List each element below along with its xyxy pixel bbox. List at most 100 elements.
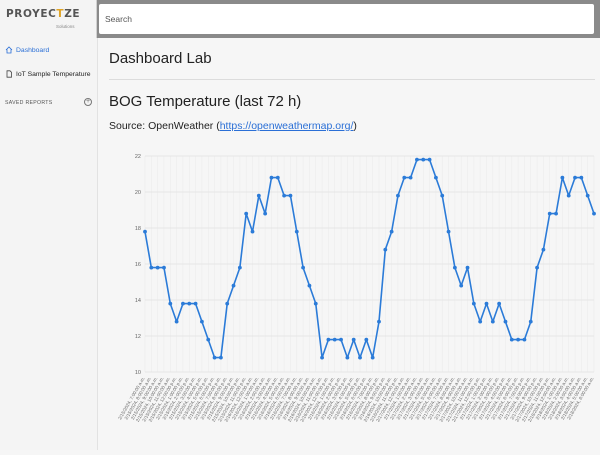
data-point	[288, 193, 293, 198]
plus-circle-icon[interactable]: +	[84, 98, 92, 106]
y-tick-label: 14	[135, 298, 141, 304]
logo-text-c: ZE	[64, 8, 81, 20]
data-point	[244, 211, 249, 216]
data-point	[554, 211, 558, 216]
data-point	[212, 355, 217, 360]
logo[interactable]: PROYECTZE Solutions	[0, 0, 97, 38]
data-point	[573, 175, 577, 180]
data-point	[370, 355, 375, 360]
data-point	[275, 175, 280, 180]
sidebar-item-label: IoT Sample Temperature	[16, 70, 91, 78]
page-title: Dashboard Lab	[109, 50, 212, 67]
y-tick-label: 18	[135, 226, 141, 232]
data-point	[484, 301, 489, 306]
data-point	[579, 175, 584, 180]
data-point	[452, 265, 457, 270]
data-point	[181, 301, 185, 306]
data-point	[225, 301, 230, 306]
data-point	[389, 229, 394, 234]
y-tick-label: 10	[135, 370, 141, 376]
y-tick-label: 16	[135, 262, 141, 268]
data-point	[339, 337, 343, 342]
y-tick-label: 12	[135, 334, 141, 340]
document-icon	[5, 70, 13, 78]
data-point	[149, 265, 154, 270]
source-link[interactable]: https://openweathermap.org/	[219, 120, 354, 132]
top-bar: PROYECTZE Solutions	[0, 0, 600, 38]
data-point	[168, 301, 173, 306]
logo-text-b: T	[56, 8, 65, 20]
data-point	[516, 337, 521, 342]
data-point	[174, 319, 179, 324]
data-point	[396, 193, 400, 198]
data-point	[509, 337, 514, 342]
data-point	[560, 175, 565, 180]
data-point	[269, 175, 274, 180]
data-point	[294, 229, 299, 234]
chart-title: BOG Temperature (last 72 h)	[109, 93, 302, 110]
sidebar: Dashboard IoT Sample Temperature SAVED R…	[0, 38, 98, 450]
data-point	[434, 175, 438, 180]
data-point	[200, 319, 204, 324]
data-point	[162, 265, 166, 270]
data-point	[547, 211, 552, 216]
sidebar-item-dashboard[interactable]: Dashboard	[5, 44, 49, 56]
data-point	[231, 283, 236, 288]
data-point	[307, 283, 312, 288]
sidebar-item-iot-sample-temperature[interactable]: IoT Sample Temperature	[5, 68, 91, 80]
data-point	[155, 265, 160, 270]
data-point	[415, 157, 419, 162]
data-point	[206, 337, 211, 342]
data-point	[408, 175, 413, 180]
source-suffix: )	[353, 120, 357, 132]
data-point	[541, 247, 546, 252]
data-point	[383, 247, 388, 252]
y-tick-label: 22	[135, 154, 141, 160]
data-point	[320, 355, 324, 360]
data-point	[301, 265, 305, 270]
data-point	[313, 301, 318, 306]
source-prefix: Source: OpenWeather (	[109, 120, 220, 132]
divider	[109, 79, 595, 80]
data-point	[446, 229, 451, 234]
y-tick-label: 20	[135, 190, 141, 196]
search-input[interactable]	[99, 4, 594, 34]
data-point	[490, 319, 495, 324]
chart-container: 10 12 14 16 18 20 22 2/15/2024, 7:00:00 a.m. 2/1…	[99, 138, 600, 450]
home-icon	[5, 46, 13, 54]
data-point	[497, 301, 502, 306]
source-line: Source: OpenWeather (https://openweather…	[109, 120, 357, 132]
saved-reports-heading: SAVED REPORTS	[5, 100, 53, 106]
data-point	[358, 355, 362, 360]
data-point	[592, 211, 596, 216]
data-point	[250, 229, 255, 234]
data-point	[440, 193, 445, 198]
logo-text-a: PROYEC	[6, 8, 57, 20]
data-point	[377, 319, 381, 324]
sidebar-item-label: Dashboard	[16, 46, 50, 54]
data-point	[143, 229, 147, 234]
logo-wordmark: PROYECTZE	[6, 8, 80, 20]
data-point	[585, 193, 590, 198]
data-point	[187, 301, 192, 306]
data-point	[535, 265, 539, 270]
data-point	[465, 265, 470, 270]
data-point	[427, 157, 432, 162]
series-line	[144, 158, 595, 359]
data-point	[256, 193, 261, 198]
data-point	[282, 193, 287, 198]
data-point	[326, 337, 331, 342]
data-point	[566, 193, 571, 198]
data-point	[478, 319, 483, 324]
data-point	[218, 355, 223, 360]
data-point	[345, 355, 350, 360]
data-point	[364, 337, 369, 342]
data-point	[193, 301, 198, 306]
data-point	[471, 301, 476, 306]
data-point	[402, 175, 407, 180]
data-point	[421, 157, 426, 162]
data-point	[522, 337, 527, 342]
logo-subtitle: Solutions	[56, 24, 75, 29]
data-point	[528, 319, 533, 324]
